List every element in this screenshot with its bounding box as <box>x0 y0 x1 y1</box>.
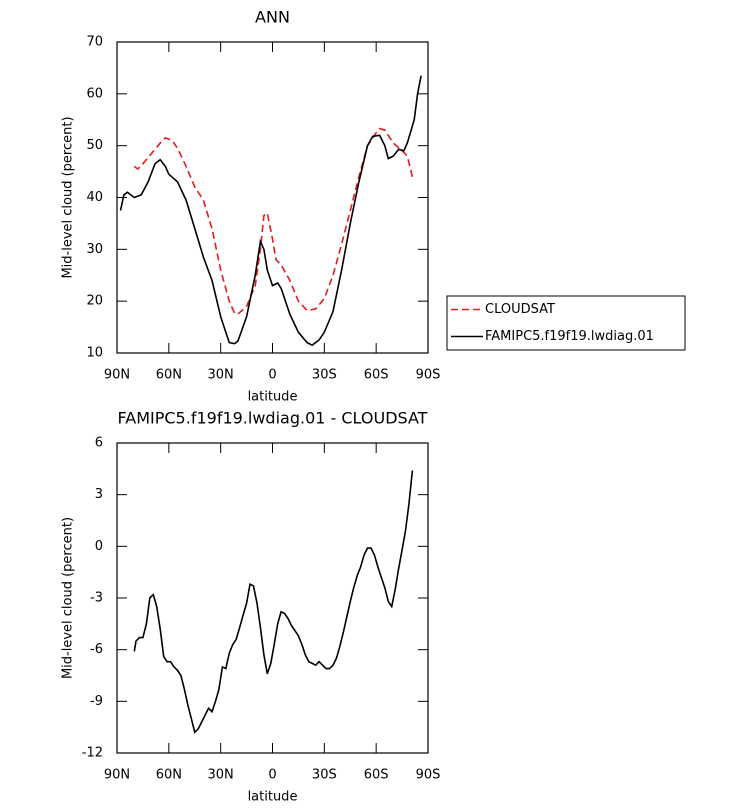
y-tick-label: 10 <box>86 346 103 361</box>
y-tick-label: 0 <box>95 539 103 554</box>
y-tick-label: -3 <box>90 591 103 606</box>
y-tick-label: 70 <box>86 35 103 50</box>
x-tick-label: 0 <box>268 768 276 783</box>
y-tick-label: 40 <box>86 190 103 205</box>
y-tick-label: 3 <box>95 487 103 502</box>
legend-label: FAMIPC5.f19f19.lwdiag.01 <box>485 329 654 344</box>
legend-label: CLOUDSAT <box>485 302 555 317</box>
y-tick-label: 6 <box>95 436 103 451</box>
x-tick-label: 90S <box>416 768 441 783</box>
plot-frame <box>116 442 429 754</box>
x-tick-label: 0 <box>268 368 276 383</box>
plot-frame <box>116 41 429 354</box>
x-tick-label: 30S <box>312 768 337 783</box>
y-tick-label: 20 <box>86 294 103 309</box>
y-tick-label: -6 <box>90 642 103 657</box>
x-tick-label: 30N <box>208 368 234 383</box>
x-axis-label: latitude <box>248 790 298 805</box>
chart-title: FAMIPC5.f19f19.lwdiag.01 - CLOUDSAT <box>118 409 428 428</box>
x-tick-label: 60S <box>364 368 389 383</box>
y-tick-label: 60 <box>86 86 103 101</box>
x-tick-label: 30S <box>312 368 337 383</box>
x-axis-label: latitude <box>248 390 298 405</box>
legend-box <box>446 295 686 351</box>
x-tick-label: 60N <box>156 768 182 783</box>
y-tick-label: -12 <box>82 746 103 761</box>
y-axis-label: Mid-level cloud (percent) <box>61 517 76 679</box>
x-tick-label: 30N <box>208 768 234 783</box>
series-line <box>119 75 422 347</box>
x-tick-label: 60N <box>156 368 182 383</box>
x-tick-label: 60S <box>364 768 389 783</box>
chart-title: ANN <box>255 8 290 27</box>
y-tick-label: 30 <box>86 242 103 257</box>
x-tick-label: 90S <box>416 368 441 383</box>
y-tick-label: -9 <box>90 694 103 709</box>
x-tick-label: 90N <box>104 768 130 783</box>
x-tick-label: 90N <box>104 368 130 383</box>
series-line <box>133 127 414 315</box>
y-axis-label: Mid-level cloud (percent) <box>61 116 76 278</box>
series-line <box>133 470 414 734</box>
y-tick-label: 50 <box>86 138 103 153</box>
